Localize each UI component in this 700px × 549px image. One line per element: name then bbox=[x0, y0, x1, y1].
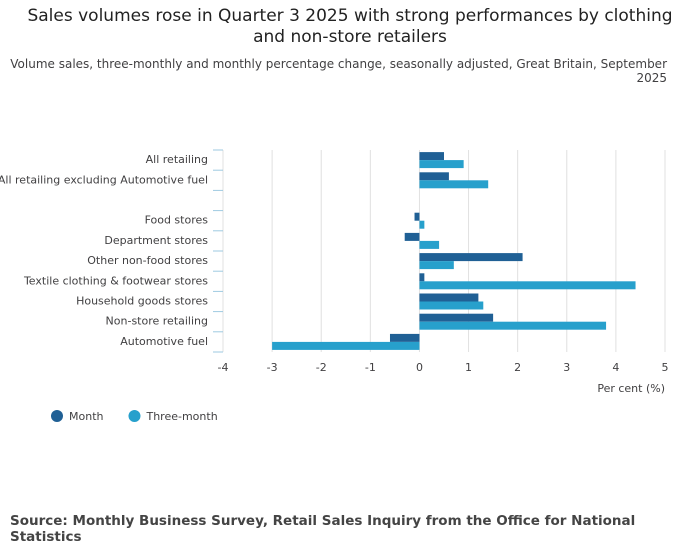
bar bbox=[419, 313, 494, 322]
x-tick-label: 3 bbox=[563, 361, 570, 374]
bar bbox=[419, 180, 489, 189]
bar bbox=[419, 253, 523, 262]
bar bbox=[419, 261, 454, 270]
x-tick-label: -4 bbox=[218, 361, 229, 374]
legend-label: Three-month bbox=[145, 410, 217, 423]
bar bbox=[419, 152, 444, 161]
bar bbox=[414, 212, 420, 221]
bar bbox=[419, 220, 425, 229]
y-tick-label: All retailing excluding Automotive fuel bbox=[0, 173, 208, 186]
bar bbox=[419, 160, 464, 169]
legend-label: Month bbox=[69, 410, 104, 423]
bar bbox=[419, 293, 479, 302]
legend-marker bbox=[51, 410, 63, 422]
chart-title: Sales volumes rose in Quarter 3 2025 wit… bbox=[27, 6, 673, 47]
x-tick-label: 5 bbox=[662, 361, 669, 374]
x-tick-label: -2 bbox=[316, 361, 327, 374]
x-tick-label: 0 bbox=[416, 361, 423, 374]
bar bbox=[419, 281, 636, 290]
x-tick-label: 2 bbox=[514, 361, 521, 374]
source-note: Source: Monthly Business Survey, Retail … bbox=[10, 513, 636, 545]
x-tick-label: -1 bbox=[365, 361, 376, 374]
x-tick-label: 1 bbox=[465, 361, 472, 374]
y-tick-label: All retailing bbox=[146, 153, 208, 166]
chart-subtitle: Volume sales, three-monthly and monthly … bbox=[10, 57, 667, 85]
y-tick-label: Department stores bbox=[104, 234, 208, 247]
y-tick-label: Household goods stores bbox=[76, 295, 208, 308]
y-tick-label: Non-store retailing bbox=[106, 315, 208, 328]
bar bbox=[419, 273, 425, 282]
legend-marker bbox=[128, 410, 141, 422]
y-tick-label: Textile clothing & footwear stores bbox=[23, 274, 208, 287]
y-tick-label: Automotive fuel bbox=[120, 335, 208, 348]
bar bbox=[419, 321, 607, 330]
x-axis-title: Per cent (%) bbox=[597, 382, 665, 395]
bar bbox=[419, 301, 484, 310]
x-tick-label: -3 bbox=[267, 361, 278, 374]
y-tick-label: Other non-food stores bbox=[87, 254, 208, 267]
bar bbox=[389, 333, 420, 342]
bar bbox=[419, 240, 440, 249]
y-tick-label: Food stores bbox=[145, 214, 209, 227]
bar bbox=[404, 232, 420, 241]
bar bbox=[419, 172, 449, 181]
x-tick-label: 4 bbox=[612, 361, 619, 374]
bar bbox=[272, 341, 420, 350]
